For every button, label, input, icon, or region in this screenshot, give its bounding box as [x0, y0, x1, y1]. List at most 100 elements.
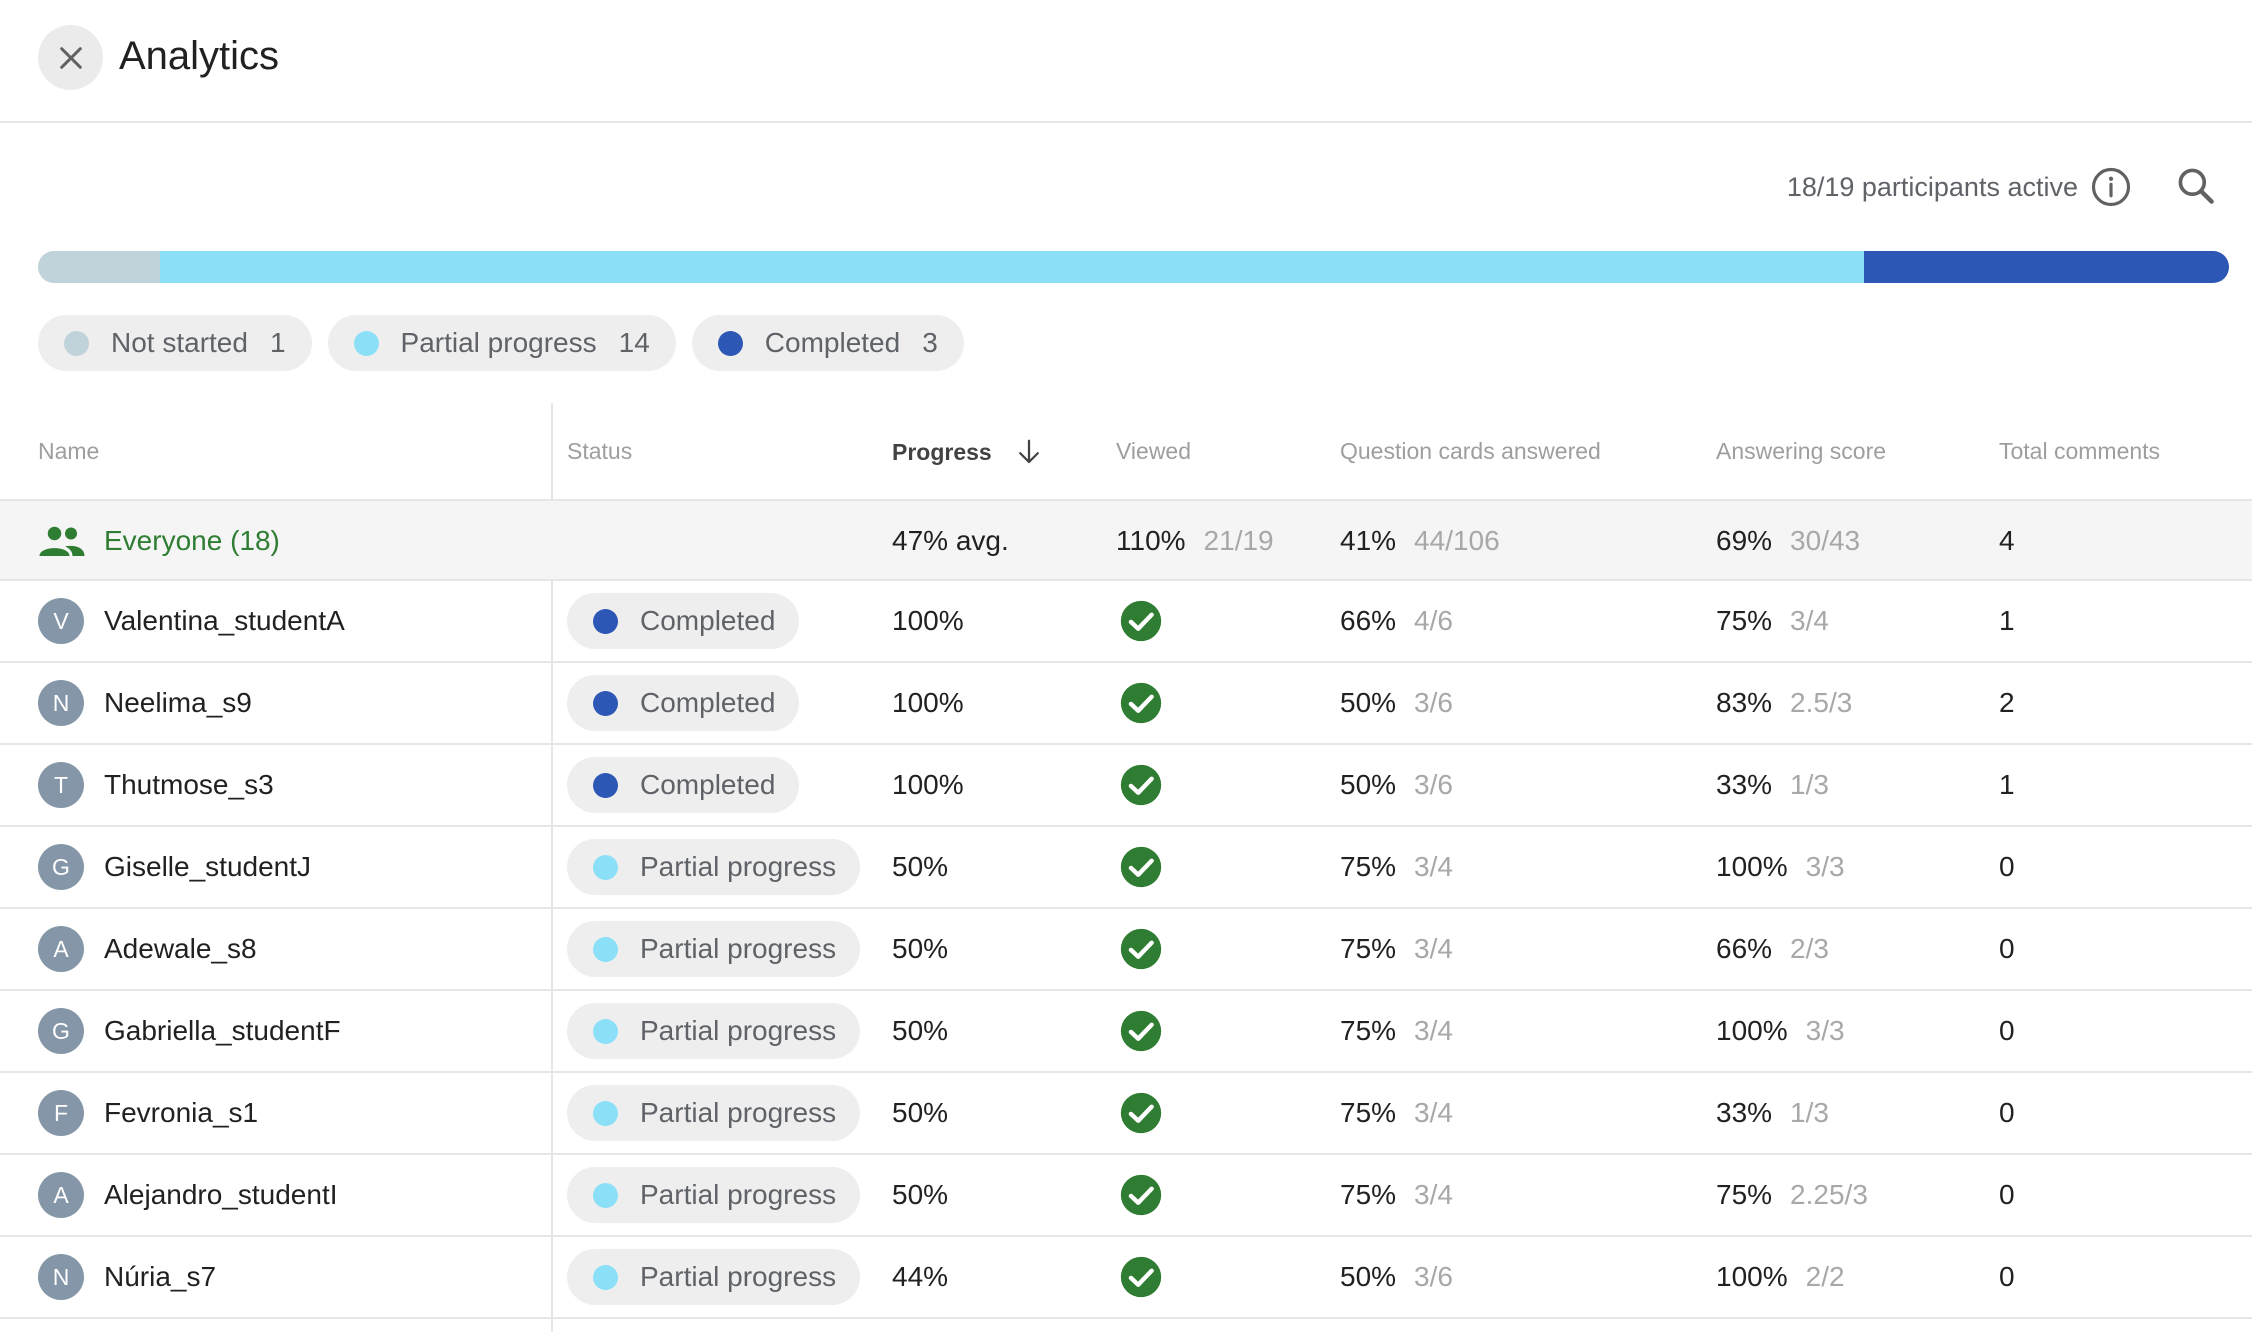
viewed-fraction: 21/19: [1203, 525, 1274, 556]
check-circle-icon: [1120, 928, 1162, 970]
status-cell: Completed: [567, 745, 800, 825]
table-row[interactable]: V Valentina_studentA Completed 100% 66% …: [0, 581, 2252, 663]
people-icon: [38, 523, 86, 559]
chip-count: 3: [922, 327, 938, 358]
status-badge: Partial progress: [567, 1167, 861, 1223]
column-header-name[interactable]: Name: [38, 438, 100, 464]
avatar: N: [38, 680, 84, 726]
chip-label: Not started: [111, 327, 248, 358]
status-legend: Not started 1 Partial progress 14 Comple…: [38, 315, 964, 371]
status-label: Partial progress: [640, 1179, 837, 1210]
participant-name: Giselle_studentJ: [104, 851, 312, 882]
everyone-question-cards: 41% 44/106: [1340, 501, 1500, 581]
status-label: Partial progress: [640, 1097, 837, 1128]
answering-score-percent: 75%: [1716, 605, 1773, 636]
viewed-cell: [1119, 827, 1163, 907]
total-comments-value: 2: [1999, 687, 2015, 718]
table-header-row: Name Status Progress Viewed Question car…: [0, 403, 2252, 499]
check-circle-icon: [1120, 1092, 1162, 1134]
status-dot-icon: [593, 690, 618, 716]
answering-score-fraction: 3/3: [1805, 851, 1845, 882]
column-header-progress[interactable]: Progress: [892, 437, 1044, 467]
everyone-progress: 47% avg.: [892, 525, 1009, 556]
table-row[interactable]: G Gabriella_studentF Partial progress 50…: [0, 991, 2252, 1073]
table-row[interactable]: T Thutmose_s3 Completed 100% 50% 3/6 33%…: [0, 745, 2252, 827]
column-header-total-comments[interactable]: Total comments: [1999, 438, 2161, 464]
name-cell: A Adewale_s8: [38, 909, 257, 989]
name-cell: A Alejandro_studentI: [38, 1155, 338, 1235]
filter-chip-not-started[interactable]: Not started 1: [38, 315, 312, 371]
status-cell: Partial progress: [567, 909, 861, 989]
column-header-answering-score[interactable]: Answering score: [1716, 438, 1887, 464]
table-row[interactable]: N Núria_s7 Partial progress 44% 50% 3/6 …: [0, 1237, 2252, 1319]
search-button[interactable]: [2174, 164, 2218, 208]
column-header-viewed[interactable]: Viewed: [1116, 438, 1192, 464]
progress-value: 50%: [892, 1097, 949, 1128]
question-cards-fraction: 4/6: [1414, 605, 1453, 636]
name-cell: N Neelima_s9: [38, 663, 252, 743]
name-cell: G Giselle_studentJ: [38, 827, 311, 907]
question-cards-fraction: 3/6: [1414, 1261, 1453, 1292]
table-row[interactable]: F Fevronia_s1 Partial progress 50% 75% 3…: [0, 1073, 2252, 1155]
status-dot-icon: [593, 608, 618, 634]
table-row[interactable]: N Neelima_s9 Completed 100% 50% 3/6 83% …: [0, 663, 2252, 745]
answering-score-cell: 100% 2/2: [1716, 1237, 1845, 1317]
avatar: T: [38, 762, 84, 808]
question-cards-fraction: 3/6: [1414, 687, 1453, 718]
filter-chip-completed[interactable]: Completed 3: [691, 315, 964, 371]
participant-name: Adewale_s8: [104, 933, 257, 964]
avatar: V: [38, 598, 84, 644]
answering-score-cell: 75% 2.25/3: [1716, 1155, 1868, 1235]
avatar: N: [38, 1254, 84, 1300]
answering-score-fraction: 1/3: [1790, 1097, 1829, 1128]
answering-score-percent: 100%: [1716, 851, 1788, 882]
progress-value: 44%: [892, 1261, 949, 1292]
partial-progress-dot-icon: [353, 330, 379, 356]
question-cards-cell: 75% 3/4: [1340, 909, 1453, 989]
progress-value: 50%: [892, 1015, 949, 1046]
question-cards-cell: 66% 4/6: [1340, 581, 1453, 661]
everyone-answering-score: 69% 30/43: [1716, 501, 1860, 581]
status-label: Partial progress: [640, 933, 837, 964]
name-cell: N Núria_s7: [38, 1237, 216, 1317]
question-cards-fraction: 3/6: [1414, 769, 1453, 800]
answering-score-percent: 33%: [1716, 1097, 1773, 1128]
column-header-question-cards[interactable]: Question cards answered: [1340, 438, 1601, 464]
question-cards-percent: 50%: [1340, 769, 1397, 800]
viewed-cell: [1119, 745, 1163, 825]
info-button[interactable]: [2090, 166, 2132, 208]
viewed-cell: [1119, 663, 1163, 743]
info-icon: [2091, 167, 2131, 207]
question-cards-cell: 75% 3/4: [1340, 827, 1453, 907]
answering-score-fraction: 2/3: [1790, 933, 1829, 964]
avatar: G: [38, 1008, 84, 1054]
answering-score-fraction: 3/4: [1790, 605, 1829, 636]
answering-score-fraction: 2.5/3: [1790, 687, 1853, 718]
status-label: Partial progress: [640, 1261, 837, 1292]
filter-chip-partial-progress[interactable]: Partial progress 14: [327, 315, 676, 371]
table-row[interactable]: G Giselle_studentJ Partial progress 50% …: [0, 827, 2252, 909]
question-cards-fraction: 44/106: [1414, 525, 1500, 556]
progress-value: 100%: [892, 687, 964, 718]
question-cards-fraction: 3/4: [1414, 851, 1453, 882]
close-icon: [59, 46, 82, 69]
question-cards-cell: 50% 3/6: [1340, 1237, 1453, 1317]
viewed-cell: [1119, 1073, 1163, 1153]
everyone-name-cell: Everyone (18): [38, 501, 280, 581]
table-row-everyone[interactable]: Everyone (18) 47% avg. 110% 21/19 41% 44…: [0, 499, 2252, 581]
table-row[interactable]: A Alejandro_studentI Partial progress 50…: [0, 1155, 2252, 1237]
progress-value: 50%: [892, 851, 949, 882]
search-icon: [2178, 168, 2214, 204]
table-row[interactable]: A Adewale_s8 Partial progress 50% 75% 3/…: [0, 909, 2252, 991]
chip-count: 14: [618, 327, 650, 358]
viewed-cell: [1119, 909, 1163, 989]
column-header-status[interactable]: Status: [567, 438, 633, 464]
close-button[interactable]: [38, 25, 103, 90]
check-circle-icon: [1120, 1010, 1162, 1052]
status-dot-icon: [593, 936, 618, 962]
viewed-cell: [1119, 1237, 1163, 1317]
participant-name: Valentina_studentA: [104, 605, 345, 636]
answering-score-fraction: 30/43: [1790, 525, 1861, 556]
status-dot-icon: [593, 1100, 618, 1126]
status-cell: Partial progress: [567, 1155, 861, 1235]
